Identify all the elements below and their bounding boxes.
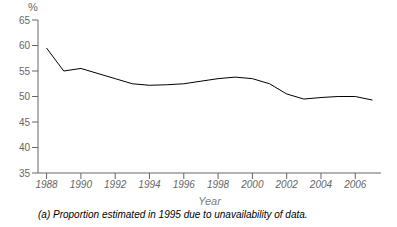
- svg-text:65: 65: [19, 15, 31, 26]
- svg-text:2006: 2006: [343, 179, 367, 190]
- svg-text:55: 55: [19, 66, 31, 77]
- svg-text:2004: 2004: [309, 179, 333, 190]
- html-text:(a) Proportion estimated in 19: (a) Proportion estimated in 1995 due to …: [38, 209, 308, 220]
- svg-text:45: 45: [19, 117, 31, 128]
- svg-text:1992: 1992: [104, 179, 127, 190]
- svg-text:1996: 1996: [173, 179, 196, 190]
- svg-text:50: 50: [19, 91, 31, 102]
- svg-text:35: 35: [19, 168, 31, 179]
- svg-text:1988: 1988: [35, 179, 58, 190]
- svg-text:Year: Year: [198, 195, 222, 207]
- svg-text:1990: 1990: [70, 179, 93, 190]
- svg-text:1994: 1994: [138, 179, 161, 190]
- svg-text:2000: 2000: [240, 179, 264, 190]
- svg-text:60: 60: [19, 40, 31, 51]
- svg-text:40: 40: [19, 142, 31, 153]
- svg-text:1998: 1998: [207, 179, 230, 190]
- svg-text:2002: 2002: [275, 179, 299, 190]
